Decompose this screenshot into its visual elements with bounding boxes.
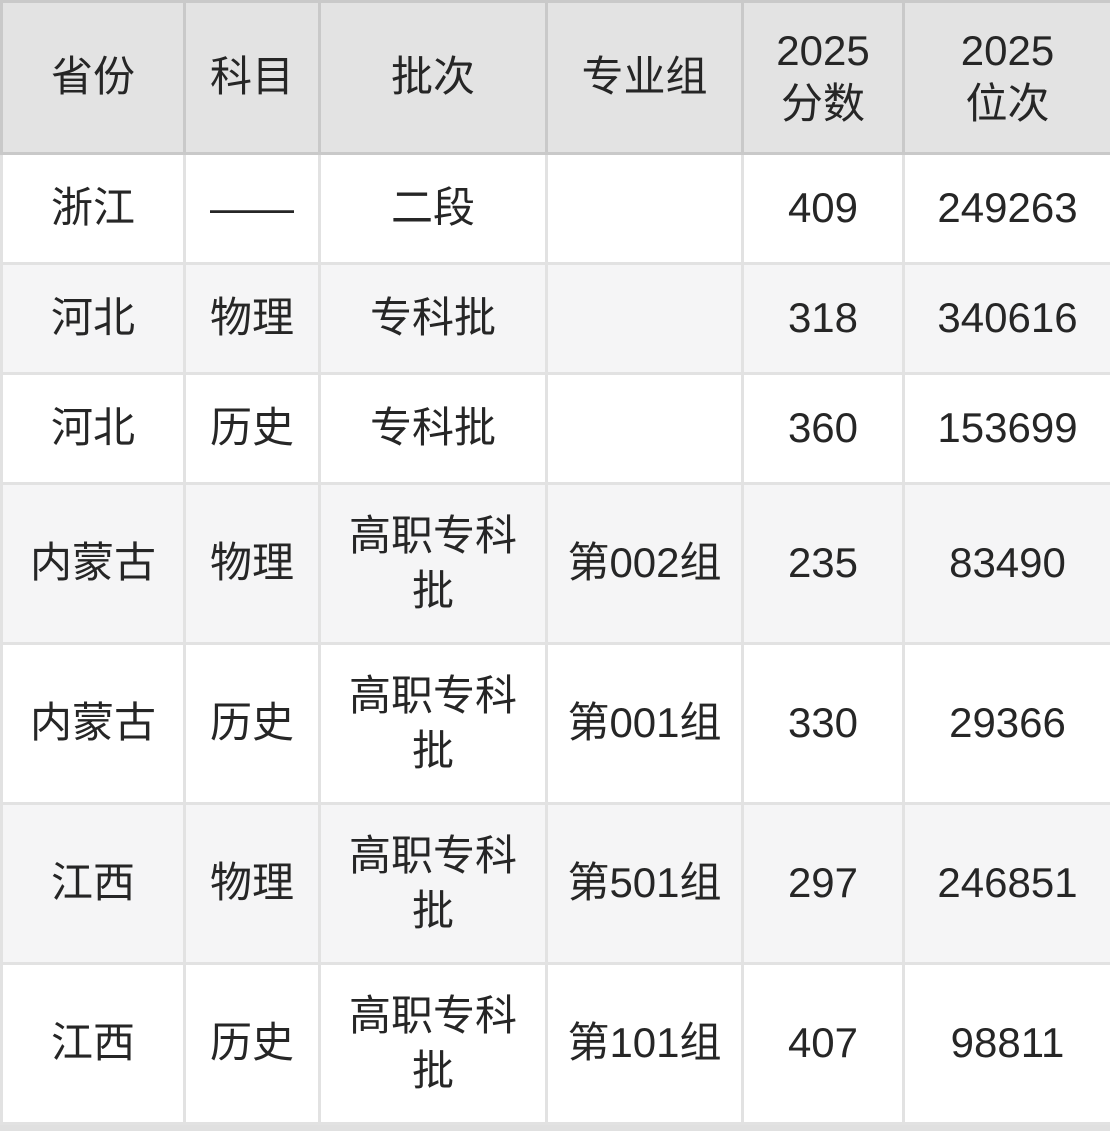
header-batch: 批次 — [318, 0, 548, 155]
cell-province: 江西 — [0, 802, 186, 965]
cell-2025-score: 330 — [741, 642, 905, 805]
cell-2025-rank: 153699 — [902, 372, 1110, 485]
cell-2025-rank: 340616 — [902, 262, 1110, 375]
cell-province: 河北 — [0, 372, 186, 485]
header-2025-rank: 2025 位次 — [902, 0, 1110, 155]
cell-subject: 物理 — [183, 482, 321, 645]
header-2025-score: 2025 分数 — [741, 0, 905, 155]
cell-2025-rank: 246851 — [902, 802, 1110, 965]
header-row: 省份 科目 批次 专业组 2025 分数 2025 位次 — [0, 0, 1110, 155]
cell-2025-score: 360 — [741, 372, 905, 485]
table-row: 浙江 —— 二段 409 249263 — [0, 152, 1110, 265]
table-row: 内蒙古 物理 高职专科批 第002组 235 83490 — [0, 482, 1110, 645]
cell-batch: 高职专科批 — [318, 482, 548, 645]
table-row: 江西 物理 高职专科批 第501组 297 246851 — [0, 802, 1110, 965]
cell-subject: 物理 — [183, 262, 321, 375]
cell-2025-rank: 83490 — [902, 482, 1110, 645]
cell-major-group — [545, 372, 744, 485]
cell-2025-score: 409 — [741, 152, 905, 265]
cell-2025-score: 297 — [741, 802, 905, 965]
cell-2025-rank: 29366 — [902, 642, 1110, 805]
cell-batch: 高职专科批 — [318, 802, 548, 965]
cell-subject: —— — [183, 152, 321, 265]
cell-batch: 高职专科批 — [318, 962, 548, 1125]
cell-batch: 专科批 — [318, 262, 548, 375]
cell-major-group — [545, 262, 744, 375]
cell-province: 浙江 — [0, 152, 186, 265]
cell-2025-score: 235 — [741, 482, 905, 645]
cell-2025-score: 318 — [741, 262, 905, 375]
header-major-group: 专业组 — [545, 0, 744, 155]
cell-subject: 物理 — [183, 802, 321, 965]
cell-major-group: 第501组 — [545, 802, 744, 965]
cell-major-group: 第101组 — [545, 962, 744, 1125]
cell-2025-score: 407 — [741, 962, 905, 1125]
header-subject: 科目 — [183, 0, 321, 155]
table-row: 河北 物理 专科批 318 340616 — [0, 262, 1110, 375]
cell-major-group — [545, 152, 744, 265]
table-row: 内蒙古 历史 高职专科批 第001组 330 29366 — [0, 642, 1110, 805]
cell-province: 江西 — [0, 962, 186, 1125]
cell-batch: 高职专科批 — [318, 642, 548, 805]
cell-major-group: 第001组 — [545, 642, 744, 805]
cell-province: 内蒙古 — [0, 642, 186, 805]
cell-batch: 专科批 — [318, 372, 548, 485]
cell-subject: 历史 — [183, 962, 321, 1125]
cell-subject: 历史 — [183, 642, 321, 805]
cell-province: 河北 — [0, 262, 186, 375]
table-row: 江西 历史 高职专科批 第101组 407 98811 — [0, 962, 1110, 1125]
cell-subject: 历史 — [183, 372, 321, 485]
table-row: 河北 历史 专科批 360 153699 — [0, 372, 1110, 485]
cell-2025-rank: 249263 — [902, 152, 1110, 265]
cell-province: 内蒙古 — [0, 482, 186, 645]
header-province: 省份 — [0, 0, 186, 155]
cell-2025-rank: 98811 — [902, 962, 1110, 1125]
cell-major-group: 第002组 — [545, 482, 744, 645]
cell-batch: 二段 — [318, 152, 548, 265]
